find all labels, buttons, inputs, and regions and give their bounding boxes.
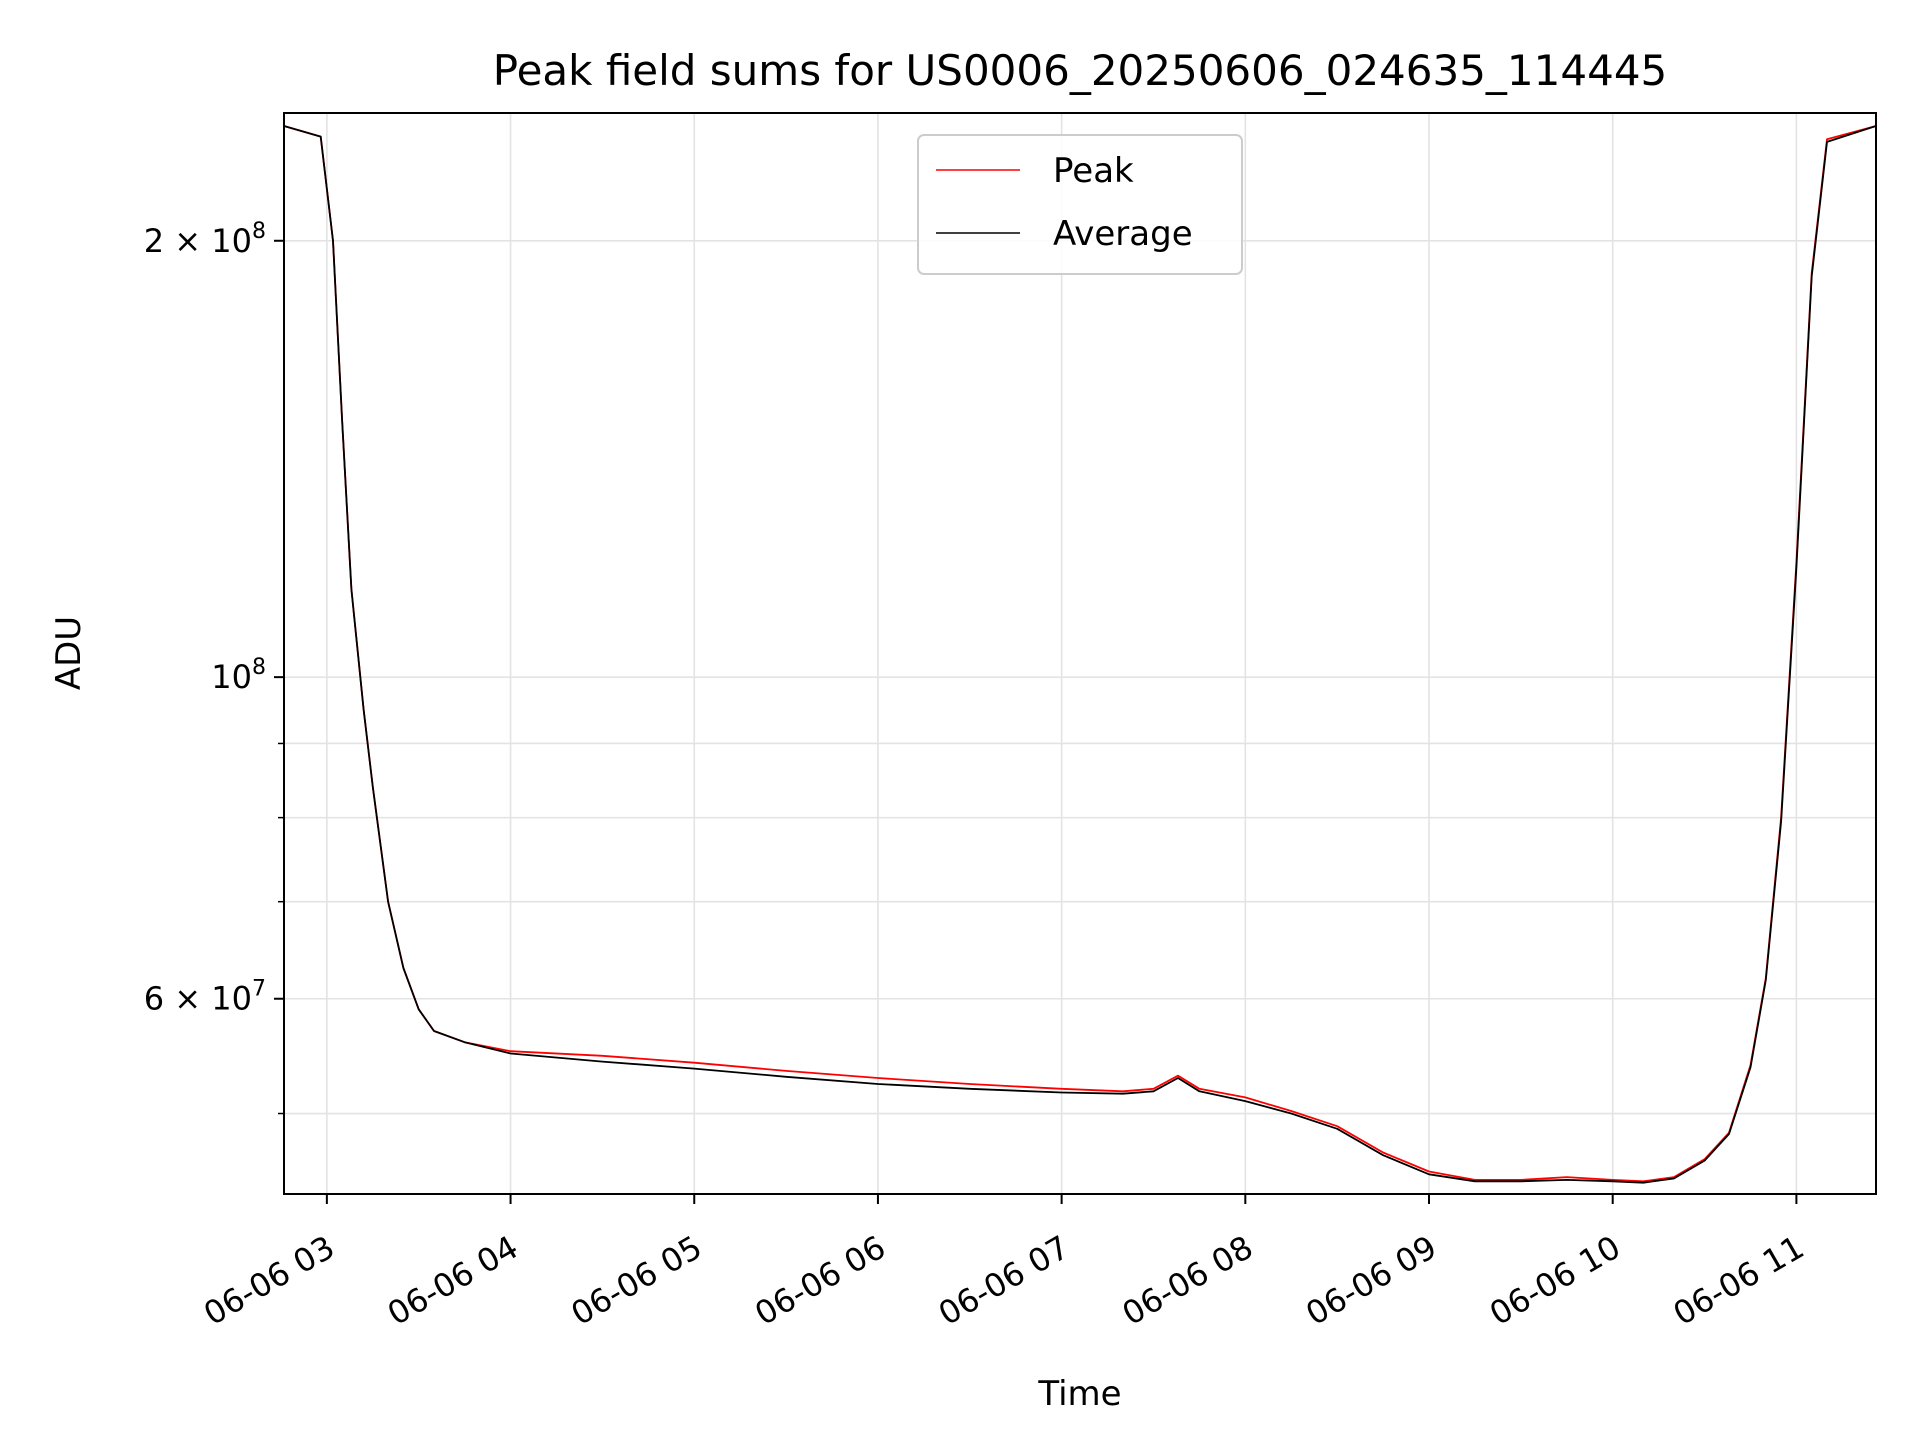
- y-tick-label: 2 × 108: [144, 219, 266, 260]
- series-line-average: [283, 125, 1877, 1184]
- y-tick-label: 6 × 107: [144, 977, 266, 1018]
- y-axis-label: ADU: [49, 616, 89, 690]
- series-layer: [283, 125, 1877, 1184]
- legend: Peak Average: [917, 134, 1243, 275]
- legend-label-peak: Peak: [1053, 151, 1134, 191]
- y-axis: 2 × 108 108 6 × 107: [144, 219, 284, 1115]
- x-axis-label: Time: [1037, 1374, 1121, 1414]
- legend-label-average: Average: [1053, 214, 1193, 254]
- chart-title: Peak field sums for US0006_20250606_0246…: [493, 46, 1668, 95]
- plot-frame: [283, 112, 1877, 1195]
- y-tick-label: 108: [211, 655, 266, 696]
